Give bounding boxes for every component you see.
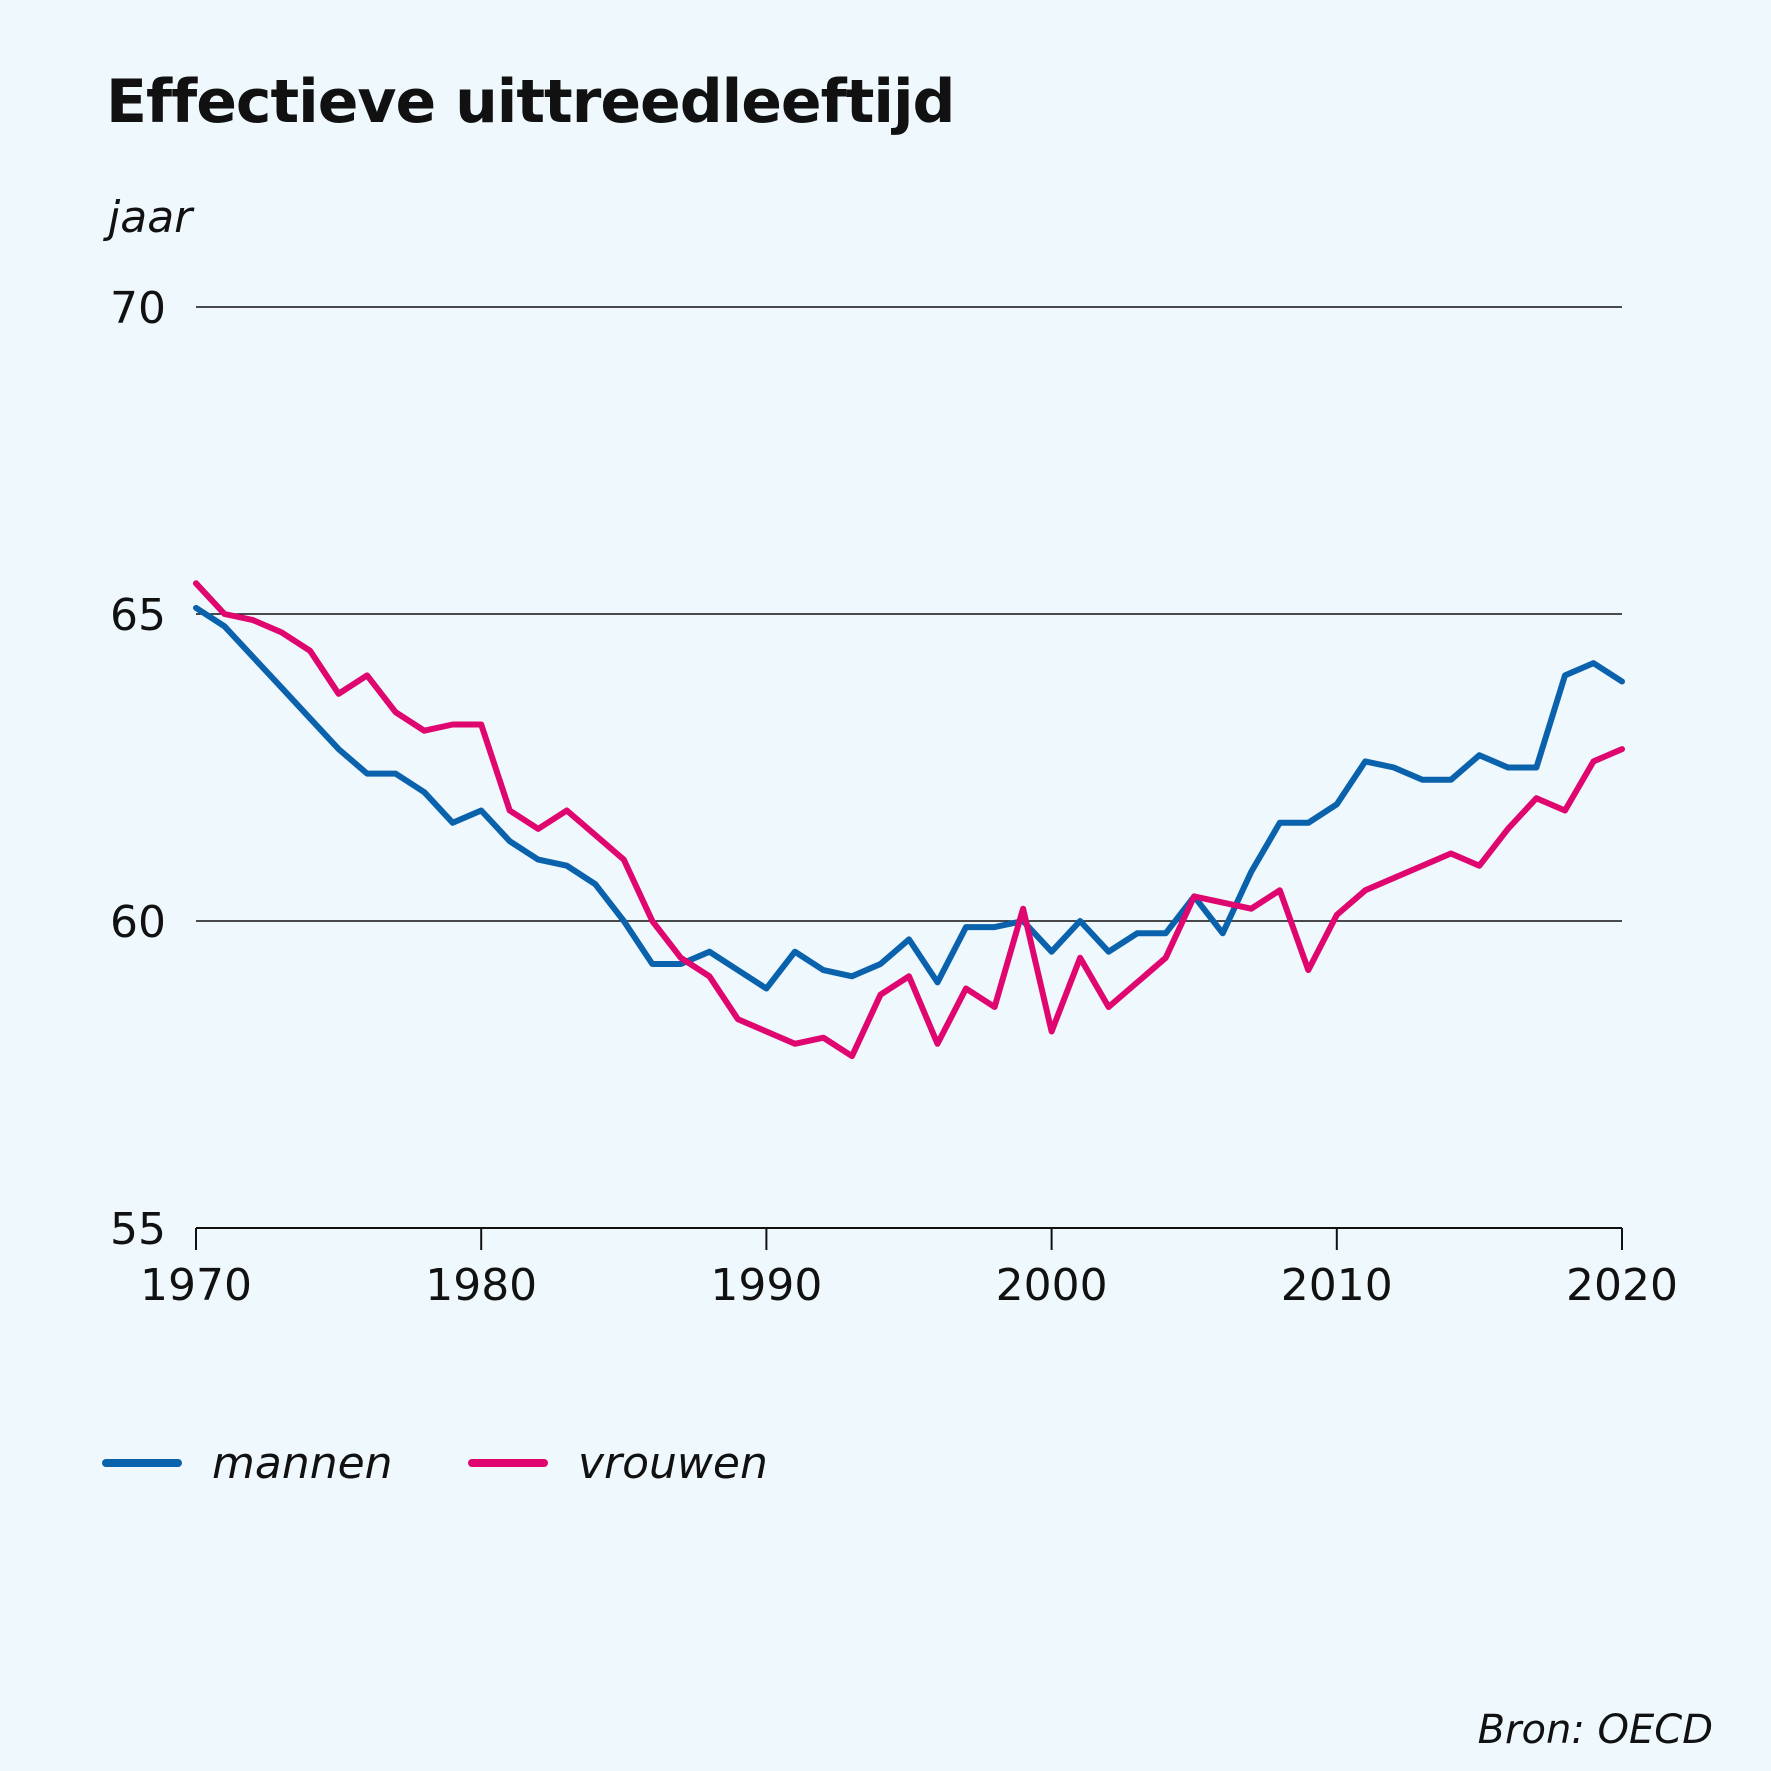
y-tick-label-60: 60: [110, 897, 166, 948]
legend-label-mannen: mannen: [212, 1438, 393, 1489]
x-tick-label-1980: 1980: [425, 1260, 537, 1311]
x-tick-label-2000: 2000: [996, 1260, 1108, 1311]
x-tick-label-1970: 1970: [140, 1260, 252, 1311]
series-lines: [193, 580, 1625, 1060]
legend: mannen vrouwen: [102, 1438, 768, 1489]
x-tick-label-2020: 2020: [1566, 1260, 1678, 1311]
x-axis: [195, 1227, 1623, 1250]
y-axis-tick-labels: 55 60 65 70: [110, 283, 166, 1255]
x-tick-label-1990: 1990: [710, 1260, 822, 1311]
y-axis-unit-label: jaar: [108, 192, 193, 243]
gridlines: [196, 306, 1622, 922]
y-tick-label-70: 70: [110, 283, 166, 334]
x-tick-label-2010: 2010: [1281, 1260, 1393, 1311]
y-tick-label-55: 55: [110, 1204, 166, 1255]
series-line-mannen: [193, 604, 1625, 992]
series-line-vrouwen: [193, 580, 1625, 1060]
source-note: Bron: OECD: [1477, 1707, 1713, 1753]
x-axis-tick-labels: 1970 1980 1990 2000 2010 2020: [140, 1260, 1678, 1311]
chart-title: Effectieve uittreedleeftijd: [106, 67, 955, 137]
y-tick-label-65: 65: [110, 590, 166, 641]
legend-label-vrouwen: vrouwen: [578, 1438, 768, 1489]
